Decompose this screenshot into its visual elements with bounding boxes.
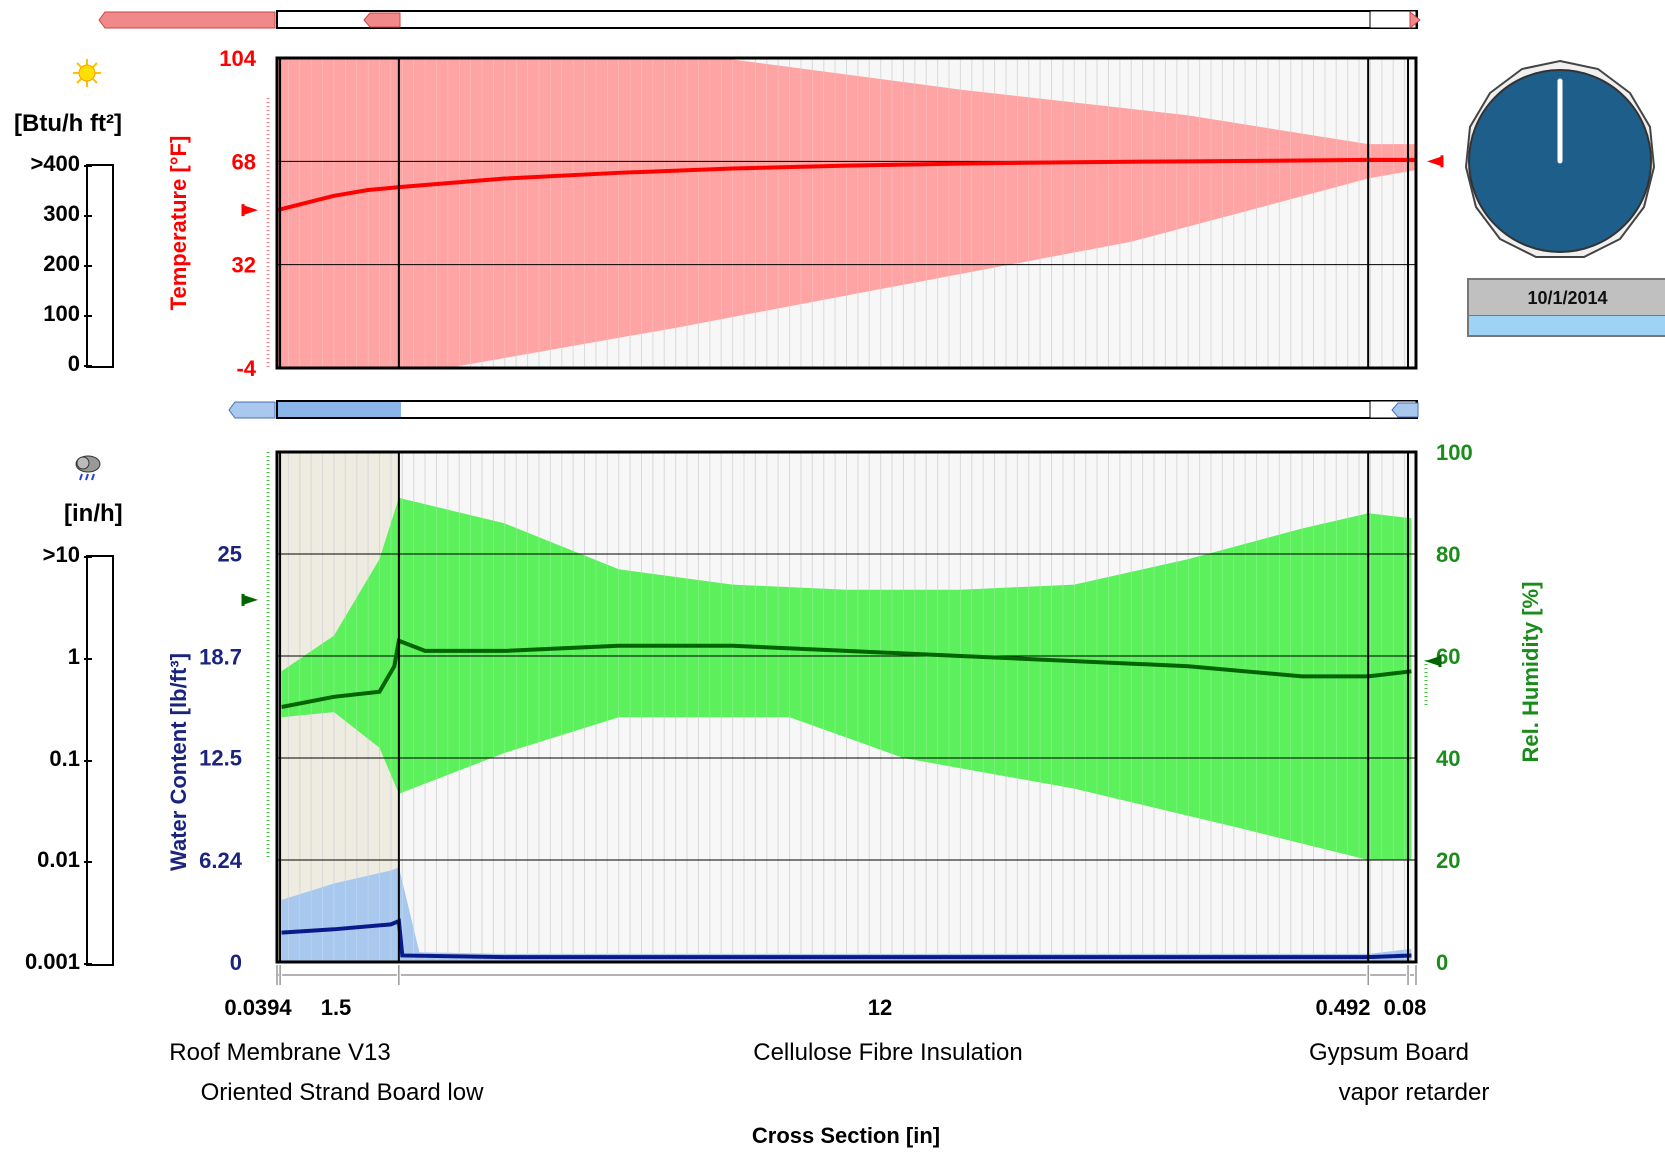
rain-unit-label: [in/h] [64, 500, 123, 527]
scale-tick-mark [84, 556, 92, 558]
layer-name-label: Gypsum Board [1309, 1039, 1469, 1066]
temperature-tick-label: 32 [232, 253, 256, 278]
water-content-tick-label: 0 [230, 950, 242, 975]
water-content-line [281, 918, 1412, 960]
date-panel: 10/1/2014 [1467, 278, 1665, 337]
sun-icon [72, 58, 102, 88]
scale-tick-mark [84, 963, 92, 965]
humidity-tick-label: 100 [1436, 440, 1473, 465]
scale-tick-label: 0 [67, 351, 80, 376]
scale-tick-label: >400 [30, 151, 80, 176]
top-slider[interactable] [98, 10, 1421, 30]
temperature-plot-frame [275, 56, 1418, 370]
scale-tick-label: 0.01 [37, 847, 80, 873]
water-content-tick-label: 6.24 [199, 848, 243, 873]
water-content-tick-label: 25 [218, 541, 242, 566]
temperature-tick-label: 104 [219, 46, 256, 71]
scale-tick-label: 0.1 [49, 745, 80, 771]
outside-rh-marker [243, 594, 258, 605]
humidity-axis-label: Rel. Humidity [%] [1518, 582, 1543, 763]
moisture-plot-frame [275, 450, 1418, 964]
layer-name-label: vapor retarder [1339, 1079, 1490, 1106]
humidity-tick-label: 80 [1436, 542, 1460, 567]
layer-name-label: Cellulose Fibre Insulation [753, 1039, 1022, 1066]
temperature-chart: 104 68 32 -4 Temperature [°F] [166, 46, 1444, 381]
middle-slider[interactable] [228, 400, 1419, 419]
layer-thickness-label: 12 [868, 995, 892, 1020]
scale-tick-mark [84, 365, 92, 367]
humidity-tick-label: 40 [1436, 746, 1460, 771]
scale-tick-label: 1 [67, 643, 80, 669]
layer-thickness-label: 1.5 [321, 995, 352, 1020]
water-content-axis-label: Water Content [lb/ft³] [166, 653, 191, 871]
scale-tick-mark [84, 265, 92, 267]
temperature-line [276, 157, 1416, 213]
temperature-range-band [277, 58, 1416, 368]
scale-tick-mark [84, 315, 92, 317]
date-label: 10/1/2014 [1527, 288, 1608, 308]
scale-tick-label: >10 [42, 542, 80, 567]
humidity-line [281, 637, 1412, 709]
date-progress-bar [1469, 315, 1665, 335]
layer-thickness-label: 0.08 [1384, 995, 1427, 1020]
layer-name-label: Oriented Strand Board low [201, 1079, 484, 1106]
water-content-tick-label: 12.5 [199, 746, 242, 771]
layer-thickness-label: 0.0394 [224, 995, 292, 1020]
scale-tick-label: 100 [43, 301, 80, 326]
scale-tick-label: 300 [43, 201, 80, 226]
inside-temp-marker [1427, 156, 1442, 167]
clock-dial [1462, 57, 1658, 263]
layer-thickness-label: 0.492 [1315, 995, 1370, 1020]
outside-temp-marker [243, 205, 258, 216]
scale-tick-mark [84, 215, 92, 217]
layer-name-label: Roof Membrane V13 [169, 1039, 390, 1066]
x-axis-label: Cross Section [in] [752, 1123, 940, 1148]
temperature-axis-label: Temperature [°F] [166, 136, 191, 311]
scale-tick-mark [84, 165, 92, 167]
water-content-range-band [281, 867, 1412, 962]
humidity-tick-label: 20 [1436, 848, 1460, 873]
rain-cloud-icon [72, 452, 104, 484]
radiation-unit-label: [Btu/h ft²] [14, 110, 122, 137]
inside-rh-marker [1425, 656, 1440, 667]
humidity-range-band [281, 497, 1412, 860]
humidity-tick-label: 0 [1436, 950, 1448, 975]
scale-tick-mark [84, 657, 92, 660]
scale-tick-mark [84, 861, 92, 864]
temperature-tick-label: -4 [236, 356, 256, 381]
scale-tick-label: 0.001 [24, 949, 80, 974]
scale-tick-mark [84, 759, 92, 762]
water-content-tick-label: 18.7 [199, 644, 242, 669]
layer-dimension-ruler [276, 965, 1417, 985]
scale-tick-label: 200 [43, 251, 80, 276]
temperature-tick-label: 68 [232, 149, 256, 174]
